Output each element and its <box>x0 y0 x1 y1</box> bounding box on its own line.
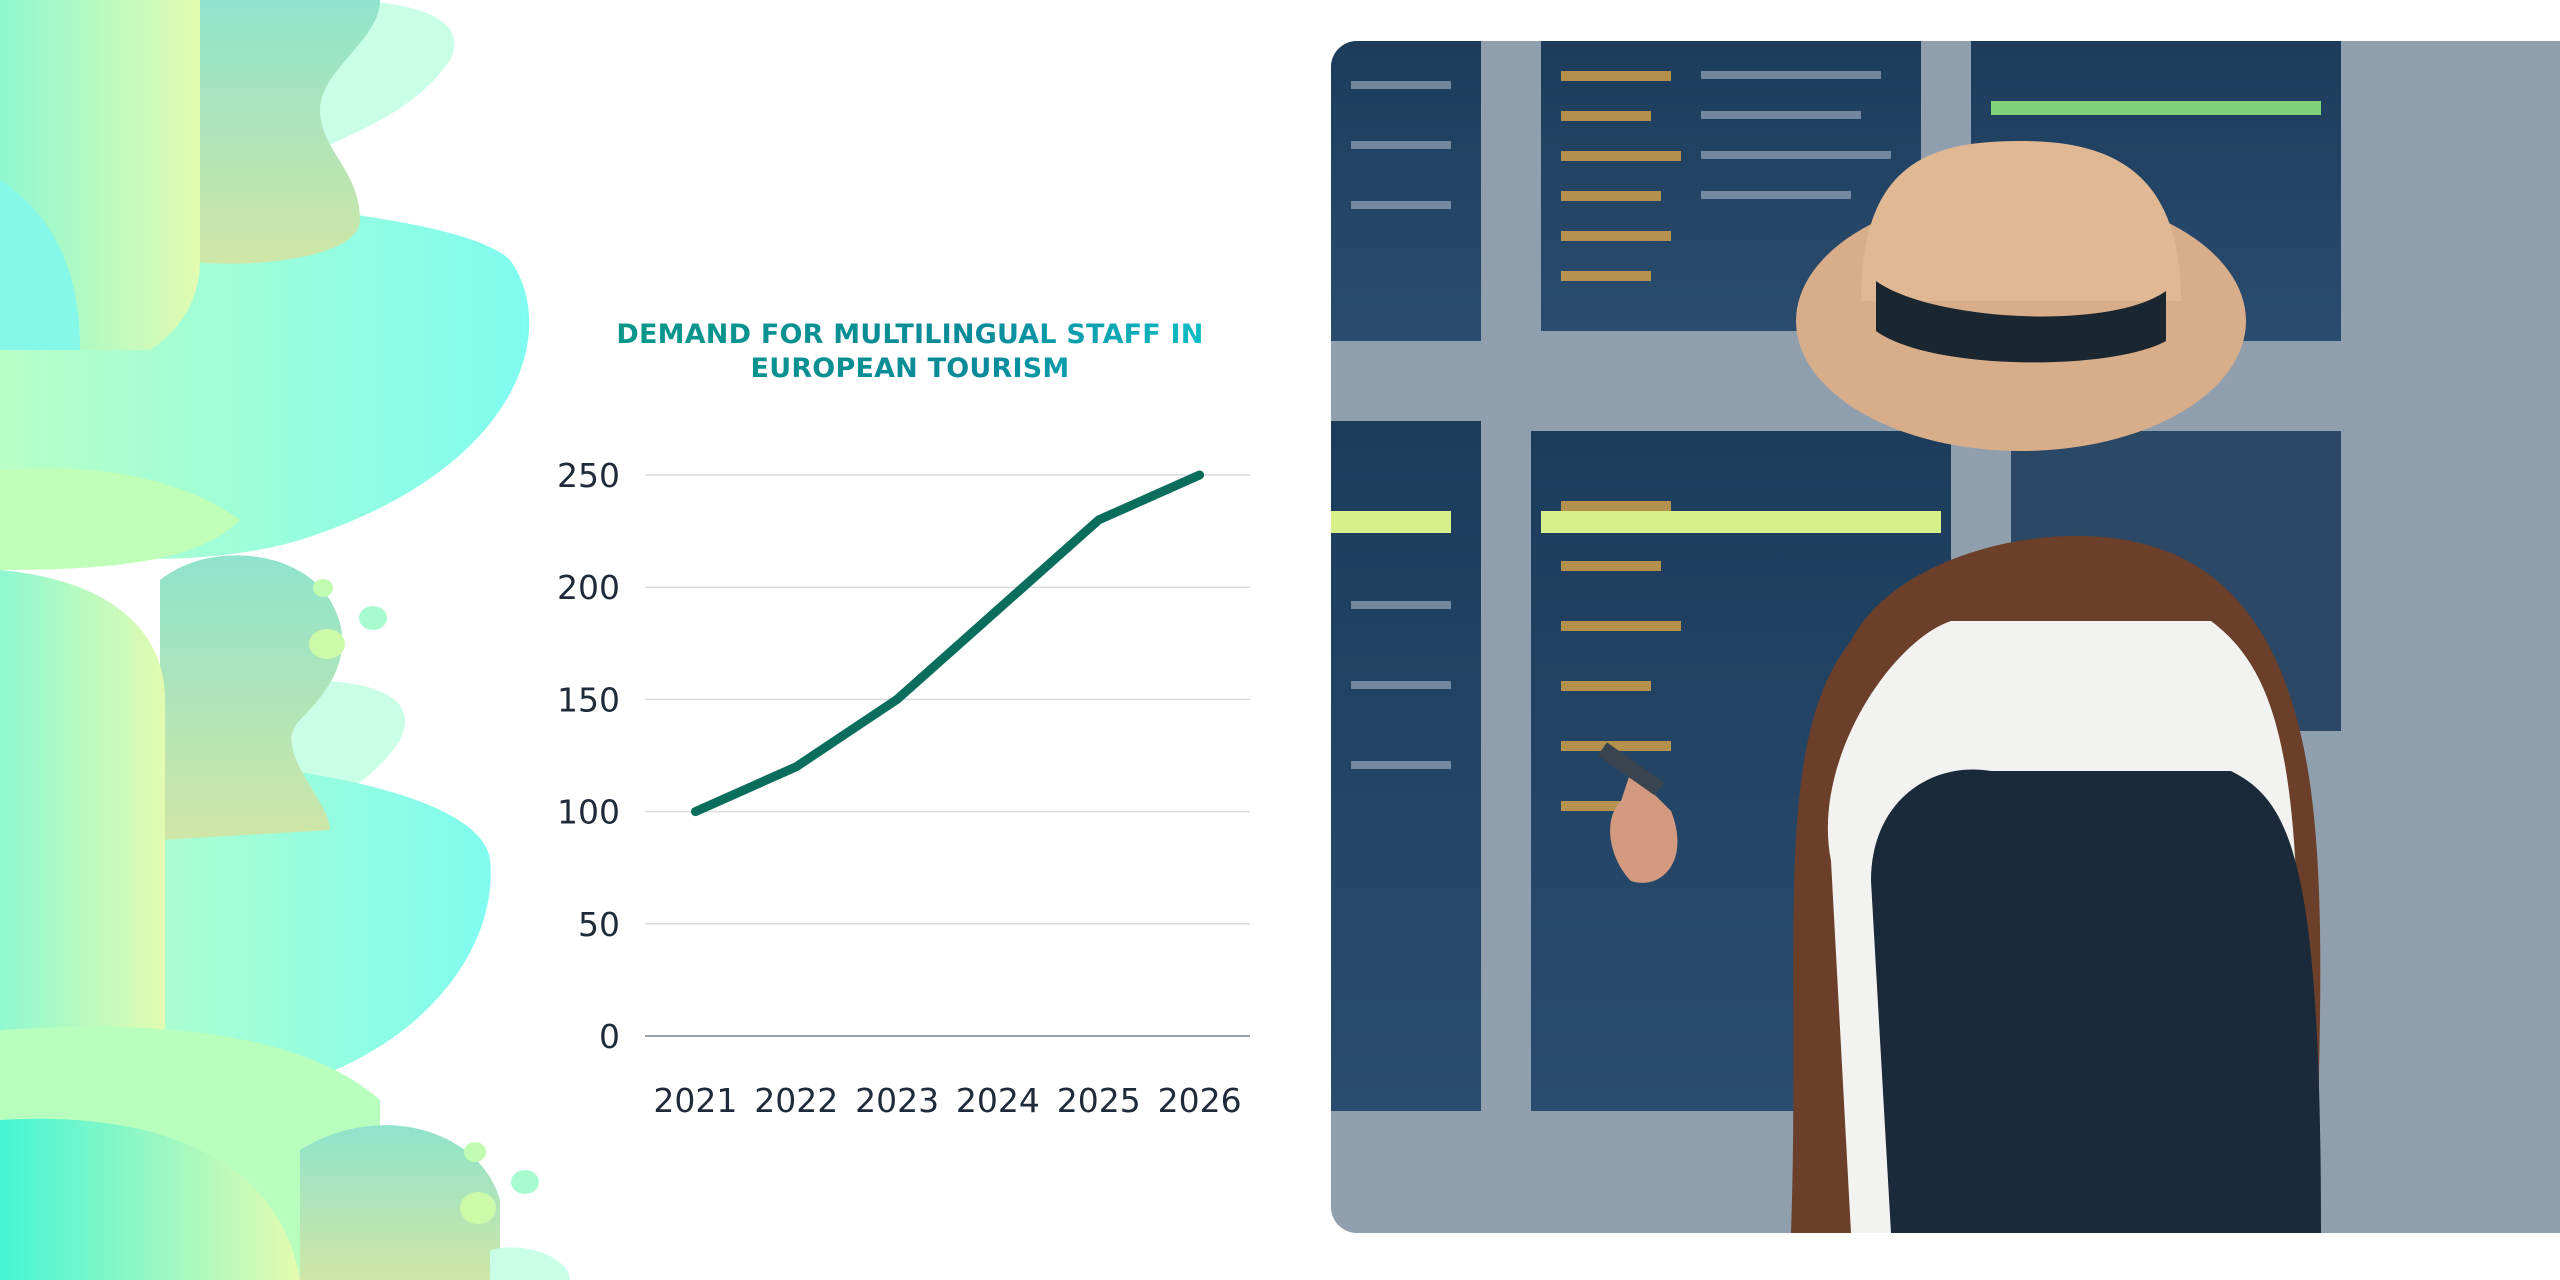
line-chart: 0 50 100 150 200 250 2021 2022 2023 2024 2025 2026 <box>557 456 1250 1120</box>
x-tick-label: 2021 <box>653 1081 737 1120</box>
y-tick-label: 200 <box>557 568 620 607</box>
left-blobs <box>0 0 570 1280</box>
x-tick-label: 2024 <box>956 1081 1040 1120</box>
x-tick-label: 2025 <box>1057 1081 1141 1120</box>
y-tick-label: 250 <box>557 456 620 495</box>
traveler-photo <box>1331 41 2560 1233</box>
x-tick-label: 2022 <box>754 1081 838 1120</box>
chart-title: DEMAND FOR MULTILINGUAL STAFF IN EUROPEA… <box>530 318 1290 386</box>
traveler-at-departure-board-image <box>1331 41 2560 1233</box>
y-tick-label: 0 <box>599 1017 620 1056</box>
y-tick-label: 50 <box>578 905 620 944</box>
x-tick-label: 2023 <box>855 1081 939 1120</box>
x-tick-label: 2026 <box>1158 1081 1242 1120</box>
y-tick-label: 150 <box>557 680 620 719</box>
series-line <box>690 470 1205 817</box>
y-tick-label: 100 <box>557 793 620 832</box>
